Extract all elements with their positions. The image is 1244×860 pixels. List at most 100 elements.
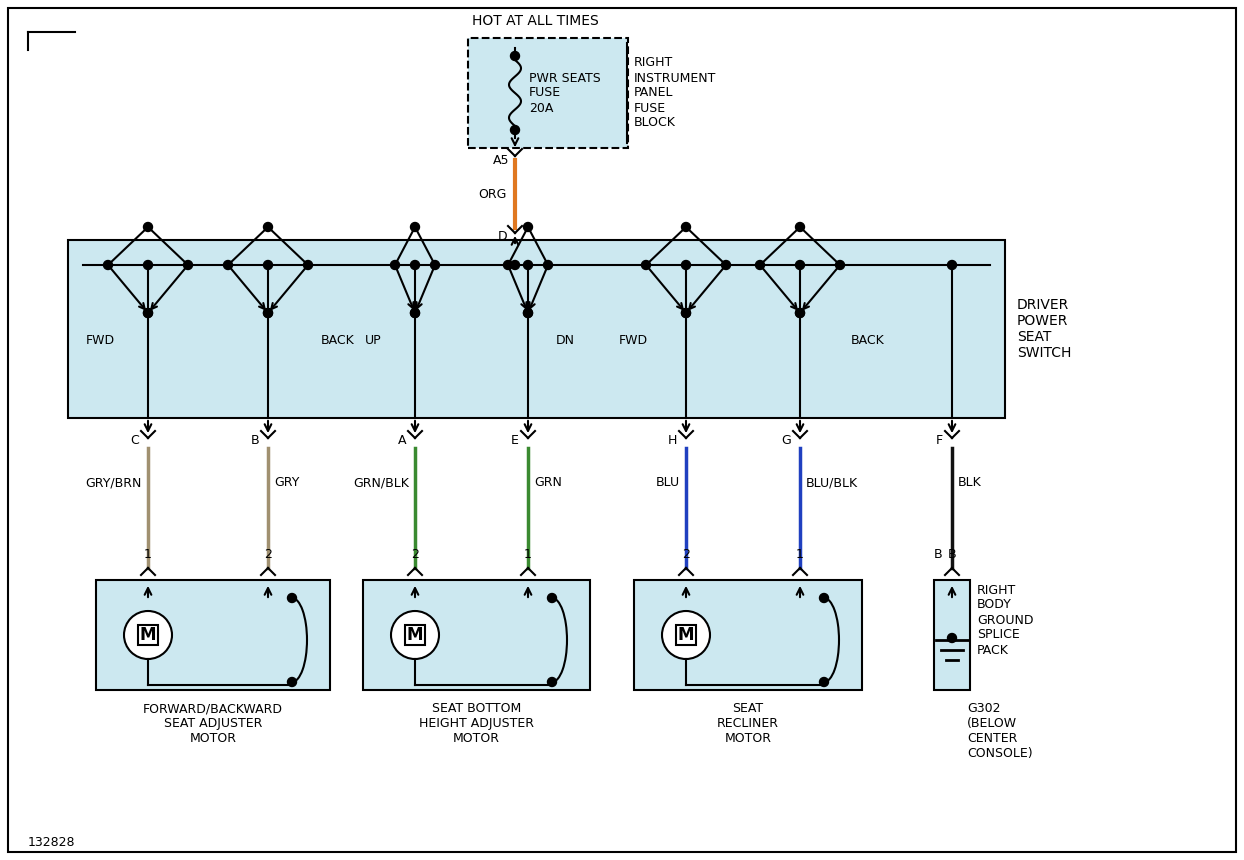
Circle shape — [411, 309, 419, 317]
Circle shape — [103, 261, 112, 269]
Circle shape — [124, 611, 172, 659]
Text: E: E — [511, 434, 519, 447]
Circle shape — [948, 634, 957, 642]
Circle shape — [287, 678, 296, 686]
Text: RIGHT
INSTRUMENT
PANEL
FUSE
BLOCK: RIGHT INSTRUMENT PANEL FUSE BLOCK — [634, 57, 717, 130]
Circle shape — [755, 261, 765, 269]
Text: H: H — [668, 434, 677, 447]
Text: 1: 1 — [524, 548, 532, 561]
Circle shape — [795, 223, 805, 231]
Circle shape — [820, 678, 829, 686]
Text: SEAT BOTTOM
HEIGHT ADJUSTER
MOTOR: SEAT BOTTOM HEIGHT ADJUSTER MOTOR — [419, 702, 534, 745]
Circle shape — [642, 261, 651, 269]
Bar — [68, 240, 1005, 418]
Circle shape — [524, 223, 532, 231]
Circle shape — [524, 309, 532, 317]
Circle shape — [795, 261, 805, 269]
Text: M: M — [407, 626, 423, 644]
Circle shape — [411, 223, 419, 231]
Text: DN: DN — [556, 334, 575, 347]
Text: HOT AT ALL TIMES: HOT AT ALL TIMES — [471, 14, 598, 28]
Circle shape — [682, 309, 690, 317]
Bar — [96, 580, 330, 690]
Circle shape — [224, 261, 233, 269]
Text: A5: A5 — [493, 153, 509, 167]
Text: BLU/BLK: BLU/BLK — [806, 476, 858, 489]
Circle shape — [304, 261, 312, 269]
Circle shape — [524, 261, 532, 269]
Bar — [138, 625, 158, 645]
Circle shape — [504, 261, 513, 269]
Circle shape — [820, 593, 829, 603]
Circle shape — [547, 678, 556, 686]
Circle shape — [836, 261, 845, 269]
Text: M: M — [678, 626, 694, 644]
Circle shape — [184, 261, 193, 269]
Circle shape — [795, 309, 805, 317]
Text: 1: 1 — [144, 548, 152, 561]
Text: G302
(BELOW
CENTER
CONSOLE): G302 (BELOW CENTER CONSOLE) — [967, 702, 1033, 760]
Text: PWR SEATS
FUSE
20A: PWR SEATS FUSE 20A — [529, 71, 601, 114]
Circle shape — [524, 309, 532, 317]
Circle shape — [544, 261, 552, 269]
Bar — [363, 580, 590, 690]
Text: GRY/BRN: GRY/BRN — [86, 476, 142, 489]
Circle shape — [391, 261, 399, 269]
Circle shape — [391, 611, 439, 659]
Circle shape — [662, 611, 710, 659]
Text: ORG: ORG — [479, 187, 508, 200]
Circle shape — [510, 126, 520, 134]
Circle shape — [547, 593, 556, 603]
Circle shape — [948, 261, 957, 269]
Text: GRY: GRY — [274, 476, 300, 489]
Text: GRN/BLK: GRN/BLK — [353, 476, 409, 489]
Circle shape — [510, 261, 520, 269]
Circle shape — [795, 309, 805, 317]
Circle shape — [682, 223, 690, 231]
Circle shape — [143, 261, 153, 269]
Text: 2: 2 — [264, 548, 272, 561]
Text: 2: 2 — [682, 548, 690, 561]
Bar — [468, 38, 628, 148]
Circle shape — [510, 52, 520, 60]
Text: BLK: BLK — [958, 476, 982, 489]
Circle shape — [682, 261, 690, 269]
Circle shape — [287, 593, 296, 603]
Text: 132828: 132828 — [29, 836, 76, 849]
Text: B: B — [948, 548, 957, 561]
Circle shape — [143, 309, 153, 317]
Text: BACK: BACK — [851, 334, 884, 347]
Circle shape — [264, 261, 272, 269]
Text: B: B — [250, 434, 259, 447]
Circle shape — [411, 309, 419, 317]
Text: BLU: BLU — [656, 476, 680, 489]
Text: FWD: FWD — [618, 334, 648, 347]
Text: 1: 1 — [796, 548, 804, 561]
Bar — [934, 580, 970, 690]
Text: D: D — [498, 230, 508, 243]
Circle shape — [143, 223, 153, 231]
Text: F: F — [935, 434, 943, 447]
Text: SEAT
RECLINER
MOTOR: SEAT RECLINER MOTOR — [717, 702, 779, 745]
Text: G: G — [781, 434, 791, 447]
Text: FWD: FWD — [86, 334, 114, 347]
Circle shape — [722, 261, 730, 269]
Text: C: C — [131, 434, 139, 447]
Bar — [406, 625, 425, 645]
Text: DRIVER
POWER
SEAT
SWITCH: DRIVER POWER SEAT SWITCH — [1018, 298, 1071, 360]
Text: B: B — [933, 548, 942, 561]
Circle shape — [682, 309, 690, 317]
Text: 2: 2 — [411, 548, 419, 561]
Text: BACK: BACK — [321, 334, 355, 347]
Text: RIGHT
BODY
GROUND
SPLICE
PACK: RIGHT BODY GROUND SPLICE PACK — [977, 583, 1034, 656]
Circle shape — [264, 223, 272, 231]
Bar — [675, 625, 695, 645]
Circle shape — [143, 309, 153, 317]
Circle shape — [264, 309, 272, 317]
Text: M: M — [139, 626, 157, 644]
Text: GRN: GRN — [534, 476, 562, 489]
Text: UP: UP — [364, 334, 382, 347]
Circle shape — [430, 261, 439, 269]
Text: FORWARD/BACKWARD
SEAT ADJUSTER
MOTOR: FORWARD/BACKWARD SEAT ADJUSTER MOTOR — [143, 702, 282, 745]
Circle shape — [411, 261, 419, 269]
